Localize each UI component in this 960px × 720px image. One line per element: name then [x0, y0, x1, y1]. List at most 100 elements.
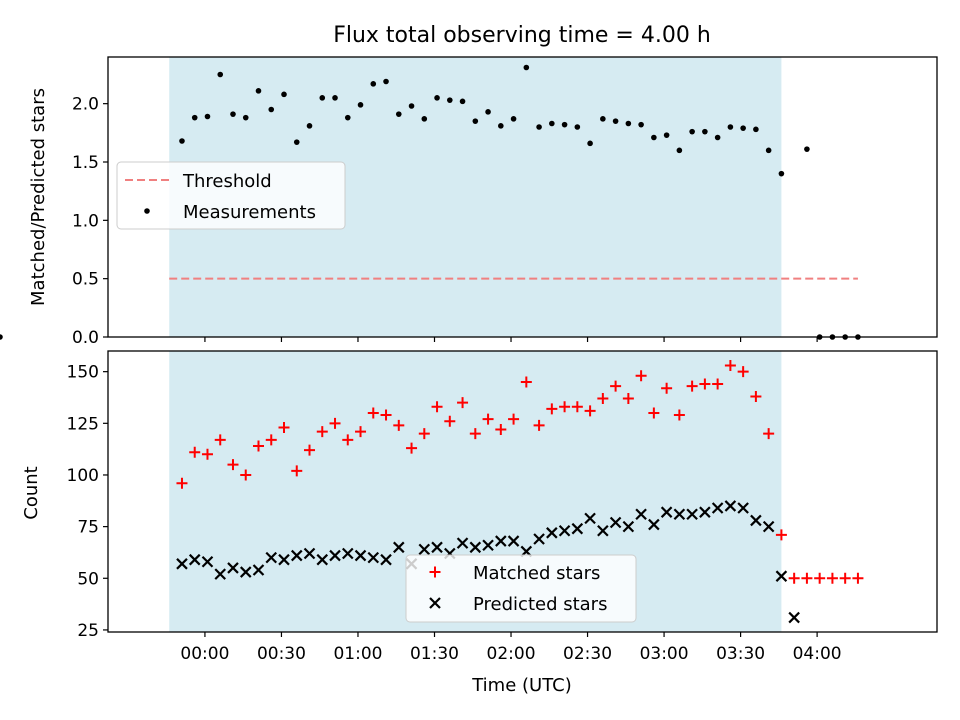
predicted-stars-point — [788, 611, 800, 624]
top-panel: 0.00.51.01.52.0 Matched/Predicted stars … — [0, 56, 938, 348]
matched-stars-point — [214, 434, 226, 446]
matched-stars-point — [610, 380, 622, 392]
measurement-point — [765, 147, 772, 154]
predicted-stars-point — [431, 541, 443, 554]
matched-stars-point — [622, 393, 634, 405]
matched-stars-point — [686, 380, 698, 392]
matched-stars-point — [240, 469, 252, 481]
predicted-stars-point — [775, 570, 788, 582]
measurement-point — [804, 146, 810, 152]
measurement-point — [612, 118, 619, 124]
matched-stars-point — [737, 366, 749, 378]
measurement-point — [230, 111, 236, 117]
y-tick-label: 0.5 — [72, 270, 99, 290]
top-axes-frame — [107, 56, 938, 338]
matched-stars-point — [801, 572, 813, 584]
measurement-point — [778, 170, 785, 177]
measurement-point — [714, 134, 721, 141]
measurement-point — [217, 71, 224, 78]
measurement-point — [434, 95, 440, 101]
matched-stars-point — [508, 413, 520, 425]
measurement-point — [242, 114, 249, 121]
top-plot-marks — [0, 64, 861, 340]
matched-stars-point — [252, 440, 264, 452]
bottom-axis-ticks: 25 50 75 100 125 150 00:00 00:30 01:00 01:30 02:00… — [67, 363, 842, 664]
x-tick-label: 02:30 — [563, 644, 612, 664]
predicted-stars-point — [571, 522, 584, 535]
predicted-stars-point — [469, 541, 482, 554]
matched-stars-point — [852, 572, 864, 584]
matched-stars-point — [278, 421, 290, 433]
legend-label-measurements: Measurements — [183, 202, 316, 223]
predicted-stars-point — [341, 547, 354, 560]
top-y-axis-label: Matched/Predicted stars — [28, 88, 49, 306]
matched-stars-point — [291, 465, 303, 477]
bottom-y-axis-label: Count — [21, 466, 42, 519]
matched-stars-point — [724, 359, 736, 371]
measurement-point — [268, 106, 275, 113]
matched-stars-point — [597, 393, 609, 405]
x-tick-label: 01:30 — [410, 644, 459, 664]
matched-stars-point — [342, 434, 354, 446]
measurement-point — [204, 113, 211, 120]
predicted-stars-point — [290, 549, 303, 562]
measurement-point — [395, 111, 402, 117]
predicted-stars-point — [609, 516, 622, 529]
bottom-panel: 25 50 75 100 125 150 00:00 00:30 01:00 01:30 02:00… — [21, 350, 938, 696]
measurement-point — [753, 126, 759, 133]
matched-stars-point — [520, 376, 532, 388]
matched-stars-point — [444, 415, 456, 427]
matched-stars-point — [393, 419, 405, 431]
measurement-point — [574, 124, 581, 130]
measurement-point — [600, 116, 606, 122]
x-tick-label: 01:00 — [333, 644, 382, 664]
matched-stars-point — [304, 444, 316, 456]
predicted-stars-point — [316, 553, 329, 566]
measurement-point — [740, 125, 746, 131]
x-tick-label: 00:00 — [180, 644, 229, 664]
matched-stars-point — [788, 572, 800, 584]
predicted-stars-point — [699, 506, 711, 518]
matched-stars-point — [661, 382, 673, 394]
measurement-point — [179, 138, 185, 144]
measurement-point — [344, 114, 351, 121]
matched-stars-point — [367, 407, 379, 419]
matched-stars-point — [406, 442, 418, 454]
legend-label-matched-stars: Matched stars — [473, 563, 600, 584]
y-tick-label: 50 — [77, 569, 99, 589]
measurement-point — [281, 91, 287, 98]
matched-stars-point — [648, 407, 660, 419]
predicted-stars-point — [750, 514, 762, 527]
predicted-stars-point — [622, 520, 635, 533]
measurement-point — [319, 95, 326, 101]
predicted-stars-point — [278, 553, 290, 566]
matched-stars-point — [469, 428, 481, 440]
measurement-point — [485, 109, 491, 115]
y-tick-label: 1.5 — [72, 153, 99, 173]
predicted-stars-point — [456, 537, 469, 549]
predicted-stars-point — [329, 549, 341, 562]
matched-stars-point — [763, 428, 775, 440]
predicted-stars-point — [354, 549, 367, 562]
matched-stars-point — [635, 370, 647, 382]
predicted-stars-point — [584, 512, 596, 525]
x-tick-label: 03:30 — [716, 644, 765, 664]
y-tick-label: 25 — [77, 621, 99, 641]
predicted-stars-point — [214, 568, 227, 580]
matched-stars-point — [495, 424, 507, 436]
x-tick-label: 04:00 — [793, 644, 842, 664]
predicted-stars-point — [495, 535, 507, 547]
predicted-stars-point — [686, 508, 698, 521]
measurement-point — [255, 88, 262, 94]
predicted-stars-point — [737, 502, 749, 514]
y-tick-label: 1.0 — [72, 211, 99, 231]
matched-stars-point — [559, 401, 571, 413]
matched-stars-point — [189, 446, 201, 458]
predicted-stars-point — [660, 506, 673, 518]
measurement-point — [510, 116, 517, 122]
matched-stars-point — [227, 459, 239, 471]
matched-stars-point — [571, 401, 583, 413]
matched-stars-point — [329, 417, 341, 429]
predicted-stars-point — [176, 558, 188, 570]
